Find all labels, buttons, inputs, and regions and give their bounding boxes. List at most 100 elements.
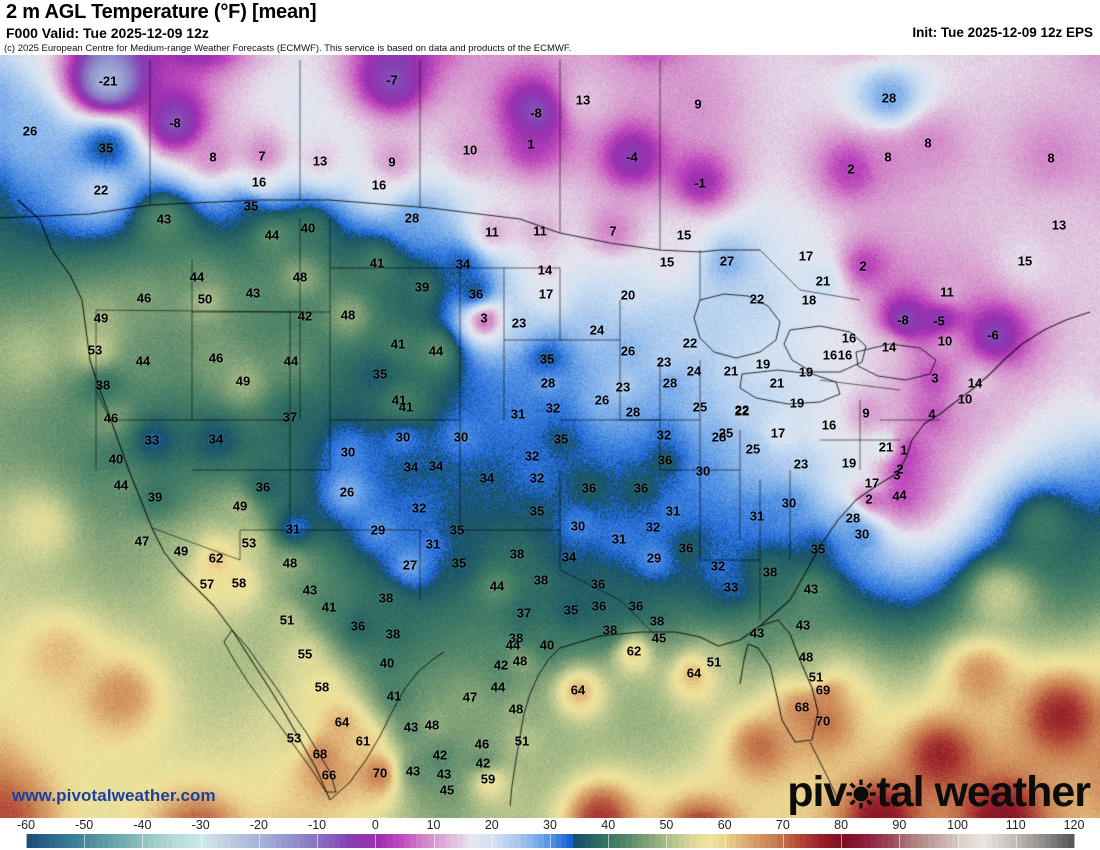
colorbar-segment bbox=[480, 834, 487, 848]
colorbar-segment bbox=[235, 834, 243, 848]
colorbar-segment bbox=[806, 834, 813, 848]
colorbar-tickline bbox=[200, 834, 202, 848]
colorbar-segment bbox=[817, 834, 825, 848]
colorbar-gradient bbox=[26, 834, 1075, 848]
colorbar-segment bbox=[823, 834, 831, 848]
colorbar-segment bbox=[136, 834, 144, 848]
colorbar-segment bbox=[538, 834, 545, 848]
colorbar-segment bbox=[375, 834, 382, 848]
colorbar-segment bbox=[730, 834, 738, 848]
colorbar-segment bbox=[625, 834, 633, 848]
colorbar-segment bbox=[241, 834, 249, 848]
sun-icon bbox=[846, 779, 876, 809]
colorbar-segment bbox=[113, 834, 120, 848]
colorbar-segment bbox=[887, 834, 895, 848]
colorbar-segment bbox=[456, 834, 464, 848]
colorbar-segment bbox=[311, 834, 318, 848]
colorbar-segment bbox=[852, 834, 860, 848]
colorbar-tickline bbox=[491, 834, 493, 848]
colorbar-tick: 70 bbox=[775, 818, 790, 832]
colorbar-segment bbox=[223, 834, 231, 848]
colorbar-segment bbox=[398, 834, 406, 848]
colorbar-segment bbox=[177, 834, 184, 848]
copyright-notice: (c) 2025 European Centre for Medium-rang… bbox=[0, 43, 1100, 55]
temperature-map[interactable]: 26 35 22 -21 -8 8 7 16 13 35 43 40 44 9 16 28 -7 10 1 11 11-… bbox=[0, 55, 1100, 818]
colorbar-segment bbox=[695, 834, 703, 848]
colorbar-tick: -20 bbox=[249, 818, 268, 832]
colorbar-tickline bbox=[550, 834, 551, 848]
colorbar-segment bbox=[707, 834, 714, 848]
colorbar-segment bbox=[142, 834, 150, 848]
colorbar-tick: 110 bbox=[1005, 818, 1026, 832]
colorbar-segment bbox=[49, 834, 56, 848]
colorbar-segment bbox=[369, 834, 377, 848]
colorbar-segment bbox=[713, 834, 720, 848]
colorbar-segment bbox=[829, 834, 837, 848]
colorbar-segment bbox=[876, 834, 883, 848]
colorbar-tick: 10 bbox=[426, 818, 441, 832]
colorbar-tickline bbox=[375, 834, 377, 848]
colorbar-segment bbox=[305, 834, 313, 848]
colorbar-segment bbox=[608, 834, 615, 848]
colorbar-segment bbox=[421, 834, 429, 848]
colorbar-segment bbox=[276, 834, 283, 848]
colorbar-segment bbox=[771, 834, 778, 848]
colorbar-segment bbox=[794, 834, 802, 848]
colorbar-segment bbox=[1050, 834, 1058, 848]
colorbar-segment bbox=[678, 834, 685, 848]
colorbar-segment bbox=[410, 834, 417, 848]
colorbar-segment bbox=[1009, 834, 1017, 848]
colorbar-segment bbox=[95, 834, 103, 848]
colorbar-segment bbox=[742, 834, 749, 848]
colorbar-tickline bbox=[841, 834, 843, 848]
colorbar-segment bbox=[812, 834, 819, 848]
colorbar-segment bbox=[55, 834, 62, 848]
colorbar-tick: 60 bbox=[717, 818, 732, 832]
colorbar-tickline bbox=[608, 834, 610, 848]
colorbar-segment bbox=[788, 834, 796, 848]
colorbar-segment bbox=[782, 834, 790, 848]
colorbar-segment bbox=[940, 834, 947, 848]
colorbar-segment bbox=[1027, 834, 1035, 848]
colorbar-segment bbox=[299, 834, 307, 848]
colorbar-segment bbox=[282, 834, 289, 848]
colorbar-tickline bbox=[433, 834, 435, 848]
pivotal-weather-logo: piv tal weather bbox=[787, 768, 1091, 816]
colorbar-segment bbox=[317, 834, 324, 848]
colorbar-segment bbox=[439, 834, 446, 848]
colorbar-segment bbox=[934, 834, 941, 848]
colorbar-tick: -10 bbox=[308, 818, 327, 832]
colorbar-segment bbox=[980, 834, 988, 848]
colorbar-segment bbox=[485, 834, 493, 848]
colorbar-segment bbox=[200, 834, 208, 848]
colorbar-segment bbox=[1062, 834, 1069, 848]
colorbar-segment bbox=[78, 834, 85, 848]
colorbar-tickline bbox=[1015, 834, 1017, 848]
colorbar-segment bbox=[835, 834, 842, 848]
colorbar-segment bbox=[870, 834, 877, 848]
colorbar-segment bbox=[765, 834, 773, 848]
colorbar-segment bbox=[357, 834, 365, 848]
colorbar-tick: 0 bbox=[371, 818, 379, 832]
colorbar-segment bbox=[119, 834, 126, 848]
colorbar-tickline bbox=[258, 834, 260, 848]
colorbar-segment bbox=[212, 834, 219, 848]
colorbar-tick: -40 bbox=[133, 818, 152, 832]
logo-text-rest: tal weather bbox=[876, 768, 1091, 816]
colorbar-segment bbox=[1039, 834, 1046, 848]
colorbar-segment bbox=[1056, 834, 1064, 848]
colorbar-segment bbox=[165, 834, 173, 848]
colorbar: -60 -50 -40 -30 -20 -10 0 10 20 30 40 50 60 70 80 90 100… bbox=[0, 818, 1100, 850]
colorbar-segment bbox=[1021, 834, 1029, 848]
colorbar-segment bbox=[550, 834, 557, 848]
colorbar-segment bbox=[724, 834, 732, 848]
colorbar-segment bbox=[1033, 834, 1040, 848]
colorbar-tick: 50 bbox=[659, 818, 674, 832]
colorbar-segment bbox=[101, 834, 109, 848]
colorbar-segment bbox=[328, 834, 336, 848]
colorbar-segment bbox=[526, 834, 534, 848]
colorbar-segment bbox=[905, 834, 912, 848]
colorbar-segment bbox=[381, 834, 388, 848]
colorbar-segment bbox=[26, 834, 33, 848]
